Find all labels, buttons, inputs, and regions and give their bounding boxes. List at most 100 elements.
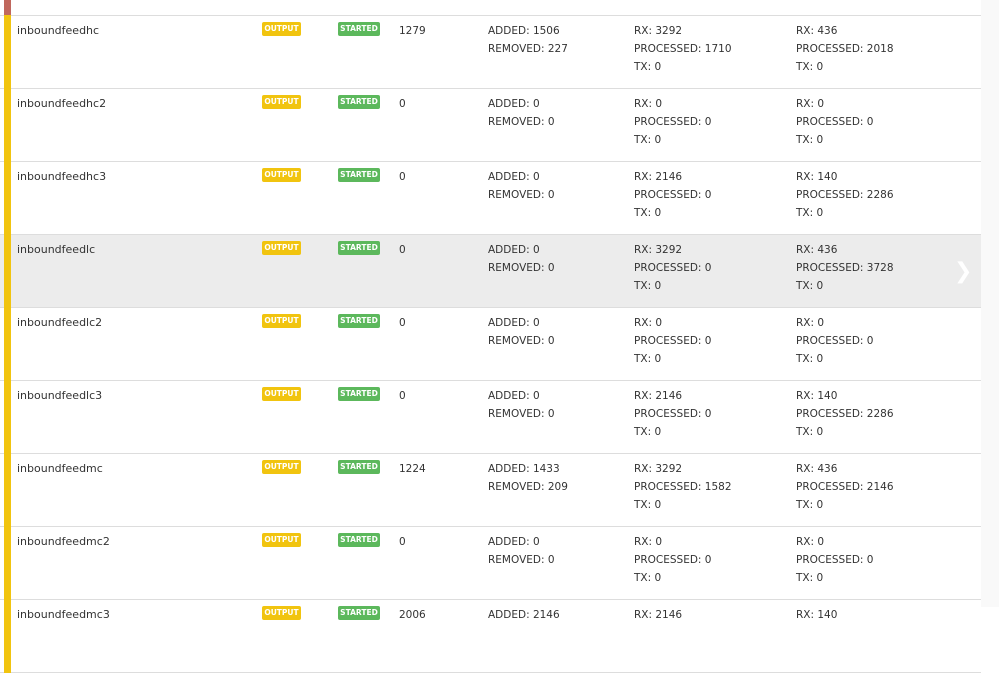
- stats-b: RX: 0 PROCESSED: 0 TX: 0: [796, 533, 873, 587]
- started-badge: STARTED: [338, 460, 380, 474]
- stats-b: RX: 0 PROCESSED: 0 TX: 0: [796, 95, 873, 149]
- count: 1224: [399, 463, 426, 475]
- status-bar: [4, 453, 11, 527]
- rx: RX: 0: [634, 536, 663, 548]
- added-removed: ADDED: 0 REMOVED: 0: [488, 533, 555, 569]
- tx: TX: 0: [796, 61, 824, 73]
- added-removed: ADDED: 1433 REMOVED: 209: [488, 460, 568, 496]
- stats-b: RX: 140: [796, 606, 837, 624]
- rx: RX: 2146: [634, 390, 683, 402]
- table-row[interactable]: inboundfeedmc OUTPUT STARTED 1224 ADDED:…: [0, 453, 981, 527]
- processed: PROCESSED: 0: [634, 189, 712, 201]
- table-row[interactable]: inboundfeedmc3 OUTPUT STARTED 2006 ADDED…: [0, 599, 981, 673]
- count: 0: [399, 98, 406, 110]
- output-badge: OUTPUT: [262, 606, 301, 620]
- count: 2006: [399, 609, 426, 621]
- rx: RX: 3292: [634, 463, 683, 475]
- stats-b: RX: 436 PROCESSED: 2018 TX: 0: [796, 22, 894, 76]
- stats-b: RX: 0 PROCESSED: 0 TX: 0: [796, 314, 873, 368]
- removed: REMOVED: 0: [488, 262, 555, 274]
- count: 1279: [399, 25, 426, 37]
- count: 0: [399, 536, 406, 548]
- tx: TX: 0: [796, 499, 824, 511]
- stats-a: RX: 3292 PROCESSED: 1710 TX: 0: [634, 22, 732, 76]
- feed-list: inboundfeedhc OUTPUT STARTED 1279 ADDED:…: [0, 15, 981, 673]
- feed-name: inboundfeedlc3: [17, 389, 103, 402]
- rx: RX: 2146: [634, 171, 683, 183]
- status-bar: [4, 161, 11, 235]
- processed: PROCESSED: 2146: [796, 481, 894, 493]
- status-bar: [4, 15, 11, 89]
- count: 0: [399, 317, 406, 329]
- scrollbar-track[interactable]: [981, 0, 999, 607]
- added: ADDED: 1433: [488, 463, 560, 475]
- stats-a: RX: 2146 PROCESSED: 0 TX: 0: [634, 387, 711, 441]
- count: 0: [399, 244, 406, 256]
- added: ADDED: 0: [488, 317, 540, 329]
- started-badge: STARTED: [338, 168, 380, 182]
- added-removed: ADDED: 0 REMOVED: 0: [488, 168, 555, 204]
- removed: REMOVED: 0: [488, 554, 555, 566]
- output-badge: OUTPUT: [262, 241, 301, 255]
- processed: PROCESSED: 0: [634, 554, 712, 566]
- output-badge: OUTPUT: [262, 95, 301, 109]
- tx: TX: 0: [634, 353, 662, 365]
- processed: PROCESSED: 2018: [796, 43, 894, 55]
- feed-name: inboundfeedhc3: [17, 170, 107, 183]
- stats-a: RX: 0 PROCESSED: 0 TX: 0: [634, 314, 711, 368]
- stats-b: RX: 140 PROCESSED: 2286 TX: 0: [796, 168, 894, 222]
- count: 0: [399, 390, 406, 402]
- added: ADDED: 0: [488, 390, 540, 402]
- tx: TX: 0: [796, 280, 824, 292]
- processed: PROCESSED: 1710: [634, 43, 732, 55]
- processed: PROCESSED: 0: [634, 116, 712, 128]
- previous-row-partial[interactable]: [0, 0, 981, 16]
- rx: RX: 2146: [634, 609, 683, 621]
- output-badge: OUTPUT: [262, 314, 301, 328]
- tx: TX: 0: [796, 353, 824, 365]
- rx: RX: 0: [634, 98, 663, 110]
- stats-a: RX: 2146 PROCESSED: 0 TX: 0: [634, 168, 711, 222]
- added-removed: ADDED: 0 REMOVED: 0: [488, 314, 555, 350]
- stats-a: RX: 3292 PROCESSED: 1582 TX: 0: [634, 460, 732, 514]
- started-badge: STARTED: [338, 22, 380, 36]
- tx: TX: 0: [634, 426, 662, 438]
- table-row[interactable]: inboundfeedhc OUTPUT STARTED 1279 ADDED:…: [0, 15, 981, 89]
- table-row[interactable]: inboundfeedhc3 OUTPUT STARTED 0 ADDED: 0…: [0, 161, 981, 235]
- removed: REMOVED: 227: [488, 43, 568, 55]
- started-badge: STARTED: [338, 387, 380, 401]
- status-bar: [4, 599, 11, 673]
- processed: PROCESSED: 3728: [796, 262, 894, 274]
- tx: TX: 0: [796, 572, 824, 584]
- chevron-right-icon[interactable]: ❯: [954, 259, 973, 284]
- rx: RX: 0: [796, 317, 825, 329]
- status-bar: [4, 234, 11, 308]
- added: ADDED: 0: [488, 171, 540, 183]
- status-bar: [4, 0, 11, 15]
- stats-a: RX: 3292 PROCESSED: 0 TX: 0: [634, 241, 711, 295]
- output-badge: OUTPUT: [262, 168, 301, 182]
- rx: RX: 3292: [634, 25, 683, 37]
- count: 0: [399, 171, 406, 183]
- stats-b: RX: 140 PROCESSED: 2286 TX: 0: [796, 387, 894, 441]
- table-row[interactable]: inboundfeedmc2 OUTPUT STARTED 0 ADDED: 0…: [0, 526, 981, 600]
- started-badge: STARTED: [338, 314, 380, 328]
- tx: TX: 0: [634, 61, 662, 73]
- processed: PROCESSED: 2286: [796, 189, 894, 201]
- table-row[interactable]: inboundfeedlc3 OUTPUT STARTED 0 ADDED: 0…: [0, 380, 981, 454]
- added: ADDED: 0: [488, 244, 540, 256]
- feed-name: inboundfeedlc2: [17, 316, 103, 329]
- rx: RX: 0: [796, 98, 825, 110]
- stats-a: RX: 0 PROCESSED: 0 TX: 0: [634, 95, 711, 149]
- table-row[interactable]: inboundfeedhc2 OUTPUT STARTED 0 ADDED: 0…: [0, 88, 981, 162]
- started-badge: STARTED: [338, 533, 380, 547]
- tx: TX: 0: [634, 280, 662, 292]
- rx: RX: 436: [796, 463, 838, 475]
- added-removed: ADDED: 0 REMOVED: 0: [488, 387, 555, 423]
- processed: PROCESSED: 0: [634, 335, 712, 347]
- output-badge: OUTPUT: [262, 460, 301, 474]
- table-row[interactable]: inboundfeedlc OUTPUT STARTED 0 ADDED: 0 R…: [0, 234, 981, 308]
- table-row[interactable]: inboundfeedlc2 OUTPUT STARTED 0 ADDED: 0…: [0, 307, 981, 381]
- tx: TX: 0: [634, 134, 662, 146]
- added: ADDED: 2146: [488, 609, 560, 621]
